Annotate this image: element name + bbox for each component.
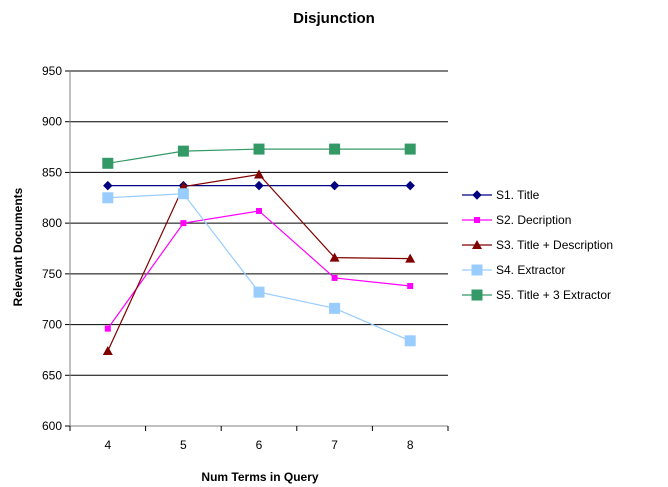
data-point xyxy=(329,180,340,191)
x-tick-labels: 4 5 6 7 8 xyxy=(104,438,413,452)
legend-marker xyxy=(474,217,480,223)
y-tick-label: 800 xyxy=(42,216,62,230)
y-tick-label: 750 xyxy=(42,267,62,281)
series-1 xyxy=(103,180,415,191)
legend-marker xyxy=(472,190,482,200)
data-point xyxy=(253,143,265,155)
legend-label: S2. Decription xyxy=(496,213,571,227)
x-tick-label: 7 xyxy=(331,438,338,452)
series-5 xyxy=(102,143,416,169)
legend: S1. Title S2. Decription S3. Title + Descr… xyxy=(462,188,613,302)
data-point xyxy=(102,192,114,204)
y-tick-label: 900 xyxy=(42,115,62,129)
data-point xyxy=(180,220,187,227)
y-axis-title: Relevant Documents xyxy=(11,187,25,306)
legend-label: S4. Extractor xyxy=(496,263,565,277)
x-tick-label: 8 xyxy=(407,438,414,452)
data-point xyxy=(177,145,189,157)
series-2 xyxy=(104,207,414,332)
gridlines xyxy=(70,70,448,427)
legend-item: S5. Title + 3 Extractor xyxy=(462,288,611,302)
legend-item: S1. Title xyxy=(462,188,540,202)
legend-label: S5. Title + 3 Extractor xyxy=(496,288,611,302)
data-point xyxy=(404,335,416,347)
data-point xyxy=(405,180,415,191)
series-line xyxy=(107,193,411,342)
data-point xyxy=(254,169,264,179)
data-point xyxy=(104,325,111,332)
data-point xyxy=(256,207,262,214)
data-point xyxy=(407,283,414,290)
x-tick-label: 5 xyxy=(180,438,187,452)
data-point xyxy=(331,274,338,281)
data-point xyxy=(404,143,416,155)
series-4 xyxy=(102,188,416,347)
series-group xyxy=(102,143,416,355)
data-point xyxy=(102,345,113,355)
chart-title: Disjunction xyxy=(293,10,375,27)
data-point xyxy=(329,302,341,314)
data-point xyxy=(103,180,113,191)
data-point xyxy=(102,157,114,169)
data-point xyxy=(253,286,265,298)
y-tick-label: 600 xyxy=(42,419,62,433)
y-tick-labels: 600 650 700 750 800 850 900 950 xyxy=(42,64,62,433)
legend-item: S2. Decription xyxy=(462,213,571,227)
legend-item: S3. Title + Description xyxy=(462,238,613,252)
series-line xyxy=(107,210,411,329)
legend-item: S4. Extractor xyxy=(462,263,565,277)
legend-marker xyxy=(472,240,482,249)
x-axis-title: Num Terms in Query xyxy=(201,470,318,484)
series-3 xyxy=(102,169,416,355)
y-tick-label: 850 xyxy=(42,165,62,179)
data-point xyxy=(177,188,189,200)
legend-marker xyxy=(471,264,483,276)
legend-label: S3. Title + Description xyxy=(496,238,613,252)
data-point xyxy=(254,180,264,191)
x-tick-label: 6 xyxy=(256,438,263,452)
axes xyxy=(65,70,449,431)
data-point xyxy=(329,143,341,155)
y-tick-label: 950 xyxy=(42,64,62,78)
legend-label: S1. Title xyxy=(496,188,540,202)
legend-marker xyxy=(471,289,483,301)
data-point xyxy=(405,253,416,263)
y-tick-label: 700 xyxy=(42,318,62,332)
y-tick-label: 650 xyxy=(42,368,62,382)
x-tick-label: 4 xyxy=(104,438,111,452)
data-point xyxy=(329,252,340,262)
